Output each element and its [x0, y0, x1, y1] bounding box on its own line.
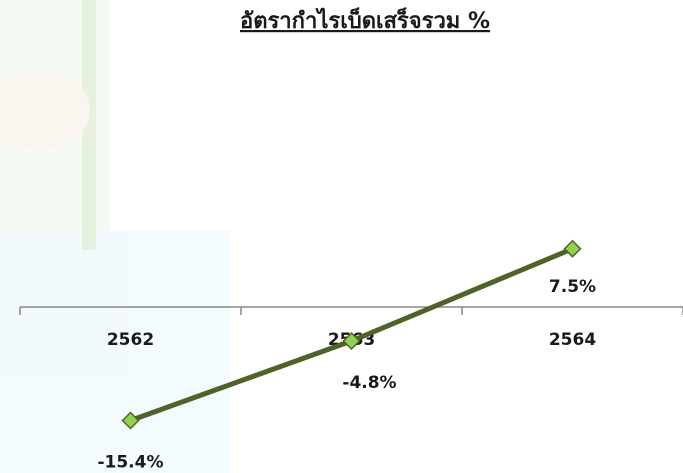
marker — [342, 331, 361, 351]
data-label: 7.5% — [549, 277, 596, 297]
chart-title: อัตรากำไรเบ็ดเสร็จรวม % — [240, 6, 490, 34]
x-tick-label: 2562 — [107, 330, 154, 350]
bg-panel — [0, 230, 230, 473]
data-label: -15.4% — [97, 453, 163, 473]
background-decoration — [0, 0, 230, 473]
bg-shape — [0, 70, 90, 150]
marker — [121, 411, 140, 430]
marker — [563, 239, 582, 258]
bg-frame — [82, 0, 96, 250]
data-label: -4.8% — [342, 373, 396, 393]
bg-panel — [0, 0, 110, 300]
x-tick-label: 2564 — [549, 330, 596, 350]
